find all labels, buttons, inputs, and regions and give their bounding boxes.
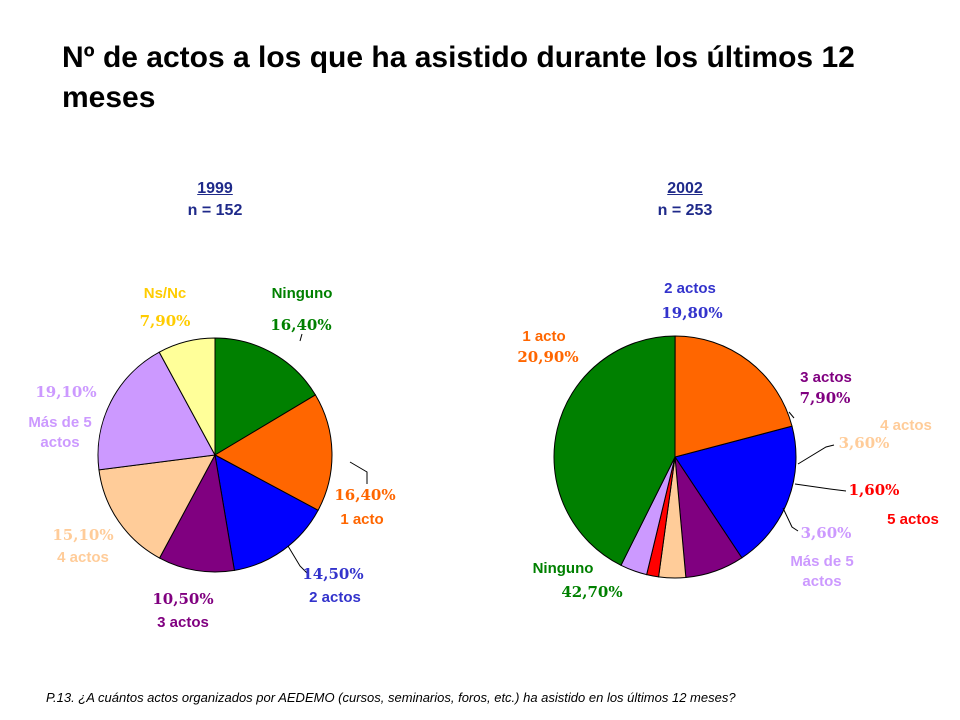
category-label-1999-ns-nc: Ns/Nc [144,285,187,302]
leader-line-2002-3-actos [788,411,795,419]
pct-label-2002-4-actos: 3,60% [839,434,890,452]
category-label-2002-2-actos: 2 actos [664,280,716,297]
footnote-question: P.13. ¿A cuántos actos organizados por A… [46,690,736,705]
slice-2002-1-acto [674,335,793,458]
pct-label-1999-3-actos: 10,50% [152,590,213,608]
slice-2002-ninguno [553,335,676,566]
category-label-1999-2-actos: 2 actos [309,589,361,606]
leader-line-1999-ninguno [299,333,303,342]
slice-1999-1-acto [213,394,333,511]
category-label-line: Ninguno [272,285,333,302]
pct-label-1999-2-actos: 14,50% [302,565,363,583]
category-label-line: actos [40,434,79,451]
category-label-1999-3-actos: 3 actos [157,614,209,631]
category-label-line: 3 actos [800,369,852,386]
leader-line-2002-5-actos [794,483,847,492]
pct-label-1999-4-actos: 15,10% [52,526,113,544]
pct-label-2002-2-actos: 19,80% [661,304,722,322]
slice-1999-3-actos [158,453,235,573]
chart-2002-header: 2002 n = 253 [585,178,785,222]
chart-1999-year: 1999 [197,180,233,197]
page-title: Nº de actos a los que ha asistido durant… [62,41,855,114]
pct-label-2002-5-actos: 1,60% [849,481,900,499]
category-label-1999-mas-de-5-actos: Más de 5 actos [28,414,91,451]
leader-line-2002-mas-de-5-actos [782,507,799,532]
pie-1999: 16,40% Ninguno 16,40% 1 acto 14,50% 2 actos 10… [28,285,395,631]
leader-line-2002-4-actos [797,444,835,465]
category-label-1999-ninguno: Ninguno [272,285,333,302]
category-label-line: 4 actos [57,549,109,566]
leader-line-1999-1-acto [349,461,368,484]
category-label-line: Más de 5 [28,414,91,431]
chart-1999-header: 1999 n = 152 [115,178,315,222]
category-label-1999-4-actos: 4 actos [57,549,109,566]
category-label-line: 1 acto [522,328,565,345]
pct-label-2002-ninguno: 42,70% [561,583,622,601]
category-label-line: 1 acto [340,511,383,528]
slice-1999-2-actos [214,454,319,571]
category-label-line: 2 actos [309,589,361,606]
pct-label-1999-1-acto: 16,40% [334,486,395,504]
category-label-2002-ninguno: Ninguno [533,560,594,577]
pct-label-2002-1-acto: 20,90% [517,348,578,366]
category-label-line: 3 actos [157,614,209,631]
category-label-1999-1-acto: 1 acto [340,511,383,528]
chart-1999-sample-size: n = 152 [187,202,243,219]
category-label-line: 2 actos [664,280,716,297]
category-label-2002-1-acto: 1 acto [522,328,565,345]
category-label-2002-3-actos: 3 actos [800,369,852,386]
slice-1999-mas-de-5-actos [97,351,216,471]
category-label-line: actos [802,573,841,590]
slice-1999-4-actos [98,454,216,559]
pct-label-1999-mas-de-5-actos: 19,10% [35,383,96,401]
slice-1999-ns-nc [158,337,216,456]
leader-line-1999-2-actos [287,545,309,575]
category-label-2002-4-actos: 4 actos [880,417,932,434]
pct-label-1999-ns-nc: 7,90% [140,312,191,330]
chart-2002-year: 2002 [667,180,703,197]
category-label-line: Ns/Nc [144,285,187,302]
pct-label-1999-ninguno: 16,40% [270,316,331,334]
pct-label-2002-3-actos: 7,90% [800,389,851,407]
category-label-line: 5 actos [887,511,939,528]
category-label-line: Más de 5 [790,553,853,570]
category-label-line: Ninguno [533,560,594,577]
slice-1999-ninguno [214,337,317,456]
slice-2002-2-actos [674,425,797,559]
category-label-2002-5-actos: 5 actos [887,511,939,528]
category-label-2002-mas-de-5-actos: Más de 5 actos [790,553,853,590]
chart-2002-sample-size: n = 253 [657,202,713,219]
category-label-line: 4 actos [880,417,932,434]
pct-label-2002-mas-de-5-actos: 3,60% [801,524,852,542]
